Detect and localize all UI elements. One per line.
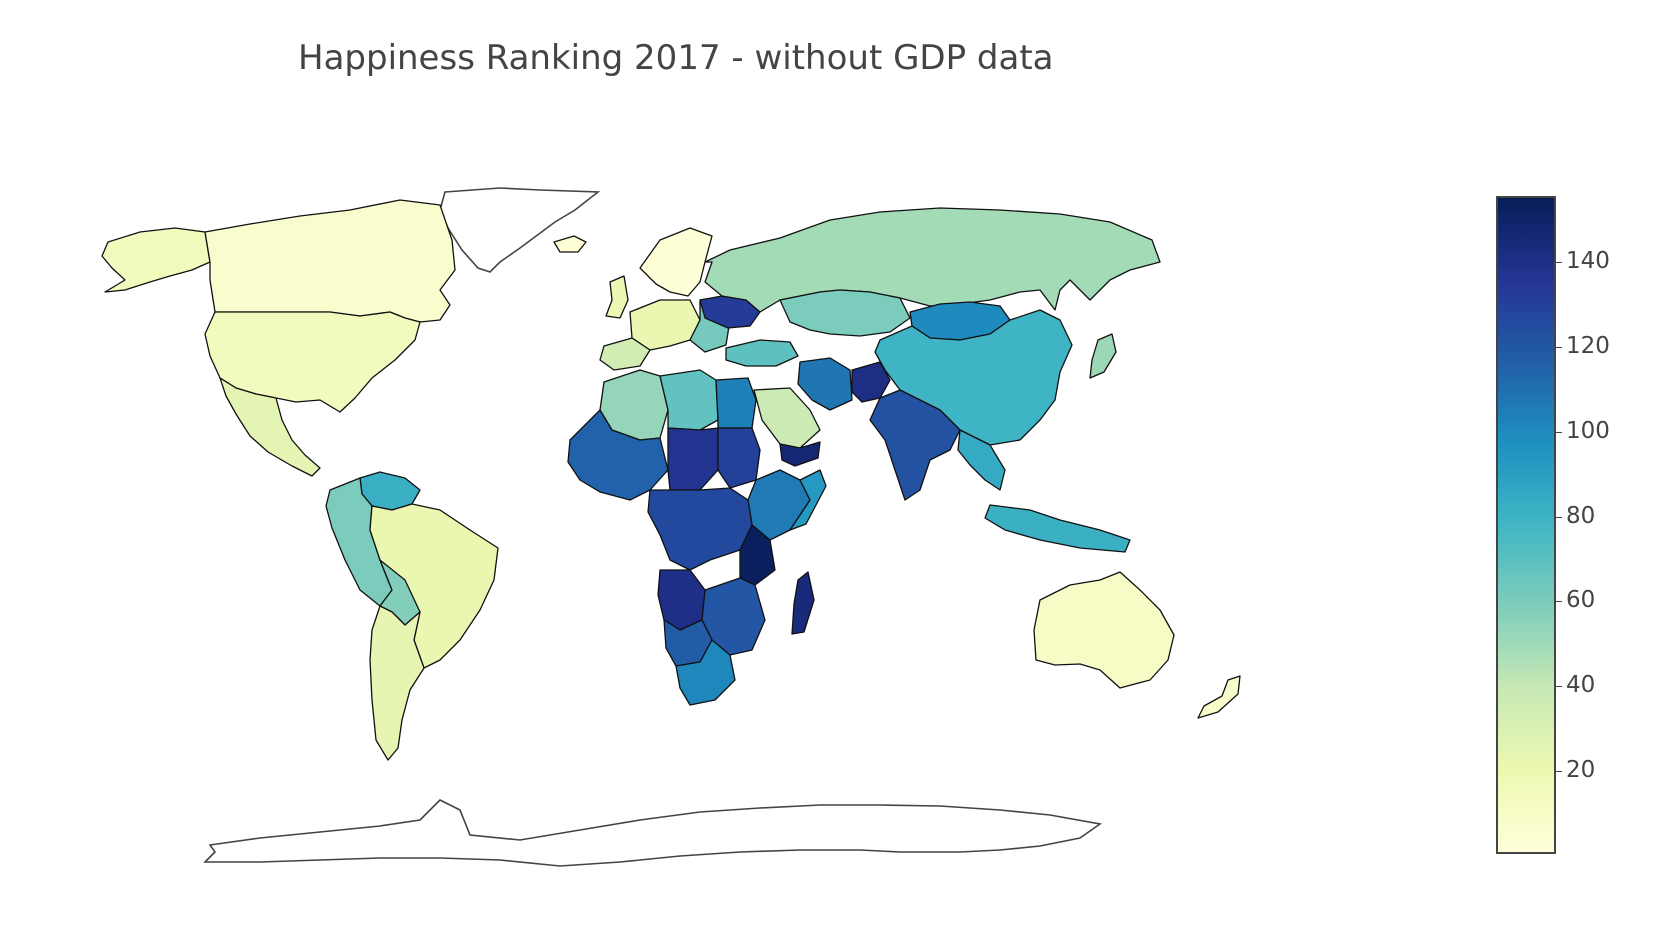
country-iceland[interactable] — [553, 235, 587, 253]
country-canada[interactable] — [204, 199, 456, 323]
country-alaska[interactable] — [101, 227, 211, 293]
country-south-africa[interactable] — [675, 639, 736, 706]
country-australia[interactable] — [1033, 571, 1175, 689]
country-kazakhstan[interactable] — [779, 289, 911, 337]
colorbar-tick-mark — [1556, 431, 1562, 433]
country-dr-congo[interactable] — [647, 487, 753, 571]
country-chad[interactable] — [667, 427, 719, 491]
country-iran[interactable] — [797, 357, 853, 411]
country-russia[interactable] — [704, 207, 1161, 313]
country-saudi-arabia[interactable] — [753, 387, 821, 449]
colorbar-tick-label: 40 — [1566, 672, 1596, 699]
colorbar-tick-label: 60 — [1566, 587, 1596, 614]
country-libya[interactable] — [659, 369, 719, 431]
country-western-europe[interactable] — [629, 299, 701, 351]
country-southeast-asia[interactable] — [957, 429, 1006, 491]
country-japan[interactable] — [1089, 333, 1117, 379]
country-sudan[interactable] — [717, 427, 761, 489]
country-egypt[interactable] — [715, 377, 757, 429]
colorbar-tick-mark — [1556, 516, 1562, 518]
country-new-zealand[interactable] — [1197, 675, 1241, 719]
chart-title: Happiness Ranking 2017 - without GDP dat… — [298, 38, 1054, 78]
country-turkey[interactable] — [725, 339, 799, 367]
colorbar-tick-mark — [1556, 771, 1562, 773]
country-somalia[interactable] — [789, 469, 827, 531]
country-yemen[interactable] — [779, 441, 821, 467]
colorbar-tick-mark — [1556, 346, 1562, 348]
country-madagascar[interactable] — [791, 571, 815, 635]
colorbar-tick-label: 100 — [1566, 417, 1610, 444]
country-scandinavia[interactable] — [639, 227, 713, 297]
colorbar-tick-label: 80 — [1566, 502, 1596, 529]
colorbar-tick-label: 120 — [1566, 332, 1610, 359]
colorbar-tick-label: 20 — [1566, 757, 1596, 784]
country-mexico[interactable] — [219, 377, 321, 477]
colorbar-tick-mark — [1556, 686, 1562, 688]
country-india[interactable] — [869, 389, 961, 501]
country-argentina-chile[interactable] — [369, 605, 425, 761]
country-west-africa[interactable] — [567, 409, 669, 501]
colorbar-tick-mark — [1556, 261, 1562, 263]
antarctica-region[interactable] — [203, 799, 1103, 867]
country-uk[interactable] — [605, 275, 629, 319]
colorbar — [1496, 196, 1556, 854]
country-indonesia[interactable] — [984, 504, 1131, 553]
colorbar-tick-label: 140 — [1566, 247, 1610, 274]
colorbar-tick-mark — [1556, 601, 1562, 603]
greenland-region[interactable] — [439, 187, 601, 273]
country-iberia[interactable] — [599, 337, 651, 371]
